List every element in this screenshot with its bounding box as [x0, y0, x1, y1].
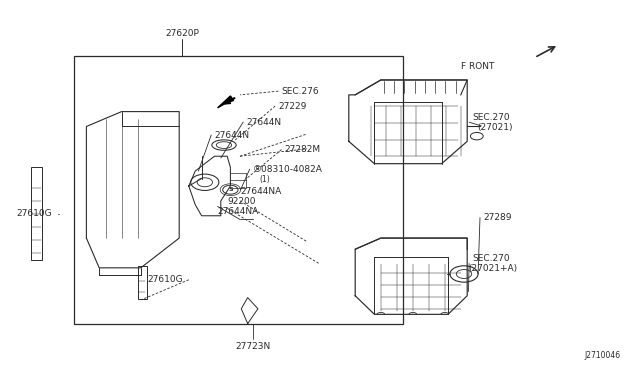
Text: 27289: 27289	[483, 213, 512, 222]
Text: 27644N: 27644N	[214, 131, 250, 140]
Text: 27620P: 27620P	[166, 29, 199, 38]
Polygon shape	[218, 96, 234, 108]
Text: S: S	[228, 187, 233, 192]
Text: (1): (1)	[259, 175, 270, 184]
Text: 92200: 92200	[227, 197, 256, 206]
Text: 27644NA: 27644NA	[218, 207, 259, 216]
Text: (27021): (27021)	[477, 123, 512, 132]
Text: J2710046: J2710046	[585, 351, 621, 360]
Text: 27229: 27229	[278, 102, 307, 110]
Bar	[31, 167, 42, 260]
Text: SEC.270: SEC.270	[472, 113, 510, 122]
Text: (27021+A): (27021+A)	[468, 264, 518, 273]
Text: SEC.276: SEC.276	[282, 87, 319, 96]
Text: 27644NA: 27644NA	[240, 187, 281, 196]
Text: 27723N: 27723N	[235, 342, 271, 351]
Bar	[138, 266, 147, 299]
Text: 27610G: 27610G	[147, 275, 183, 284]
Text: 27610G: 27610G	[16, 209, 52, 218]
Text: 27644N: 27644N	[246, 118, 282, 126]
Text: 27282M: 27282M	[285, 145, 321, 154]
Text: SEC.270: SEC.270	[472, 254, 510, 263]
Text: ®08310-4082A: ®08310-4082A	[253, 165, 323, 174]
Text: F RONT: F RONT	[461, 62, 494, 71]
Bar	[74, 56, 403, 324]
